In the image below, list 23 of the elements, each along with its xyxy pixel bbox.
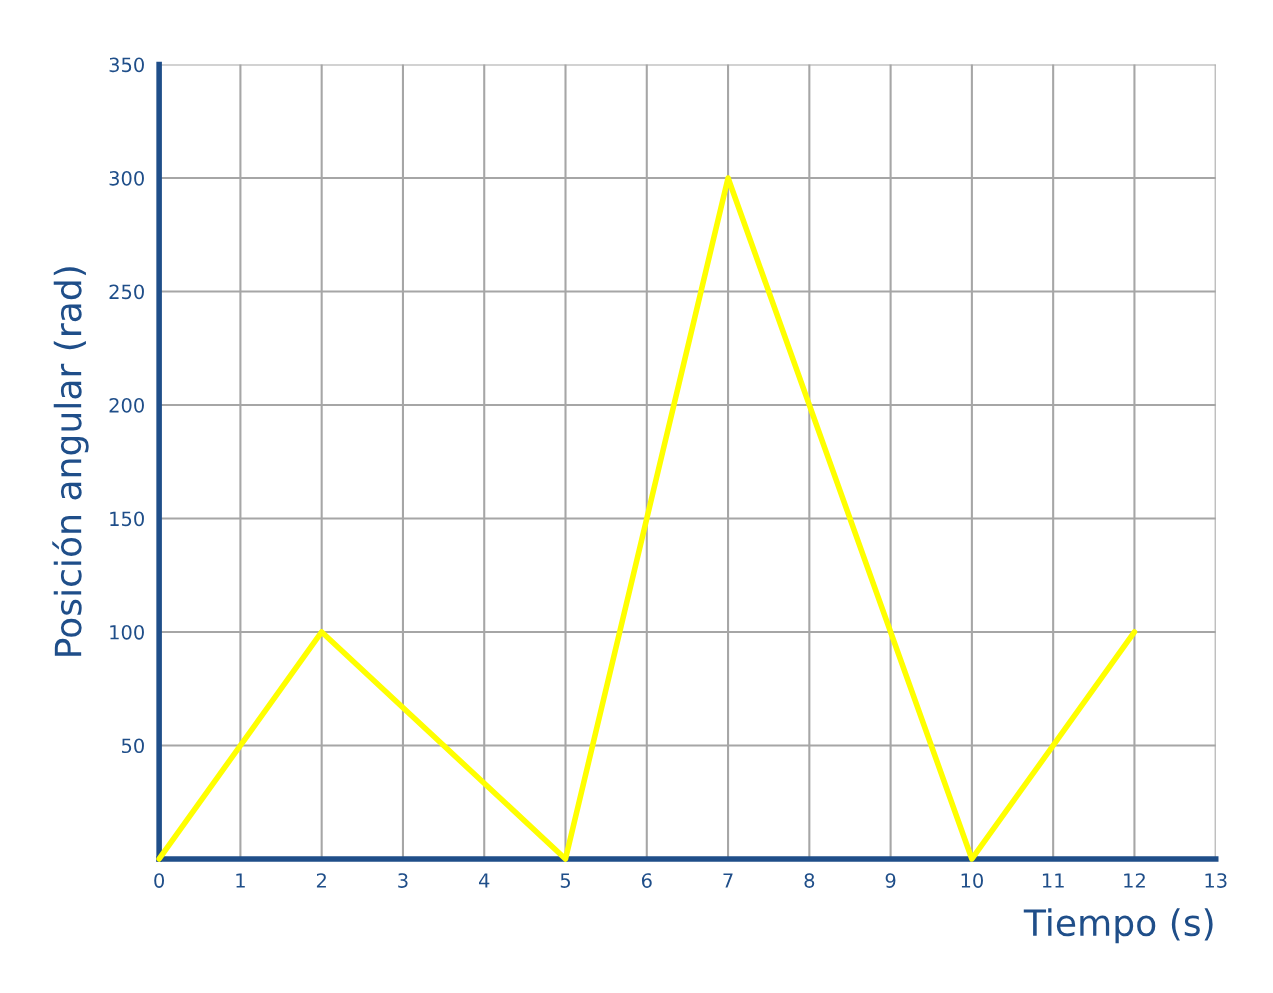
x-tick-label: 3 bbox=[398, 873, 408, 888]
y-tick-label: 250 bbox=[109, 284, 144, 300]
x-tick-label: 1 bbox=[236, 873, 245, 888]
y-axis-title: Posición angular (rad) bbox=[52, 267, 89, 656]
x-tick-label: 7 bbox=[723, 873, 733, 888]
y-tick-label: 100 bbox=[110, 624, 144, 640]
y-tick-label: 350 bbox=[109, 57, 144, 73]
x-tick-label: 13 bbox=[1205, 873, 1227, 888]
y-tick-label: 200 bbox=[109, 397, 144, 413]
x-tick-label: 0 bbox=[154, 873, 165, 888]
x-tick-label: 10 bbox=[961, 873, 983, 888]
y-tick-label: 50 bbox=[121, 738, 144, 754]
x-tick-label: 2 bbox=[316, 873, 326, 888]
x-tick-label: 11 bbox=[1042, 873, 1064, 888]
y-tick-label: 150 bbox=[110, 511, 144, 527]
x-tick-label: 9 bbox=[885, 873, 896, 888]
x-tick-label: 12 bbox=[1124, 873, 1145, 888]
y-tick-label: 300 bbox=[109, 170, 144, 186]
x-tick-label: 8 bbox=[804, 873, 815, 888]
x-tick-label: 6 bbox=[641, 873, 652, 888]
x-tick-label: 4 bbox=[478, 873, 490, 888]
x-axis-title: Tiempo (s) bbox=[1023, 908, 1213, 944]
x-tick-label: 5 bbox=[560, 873, 570, 888]
